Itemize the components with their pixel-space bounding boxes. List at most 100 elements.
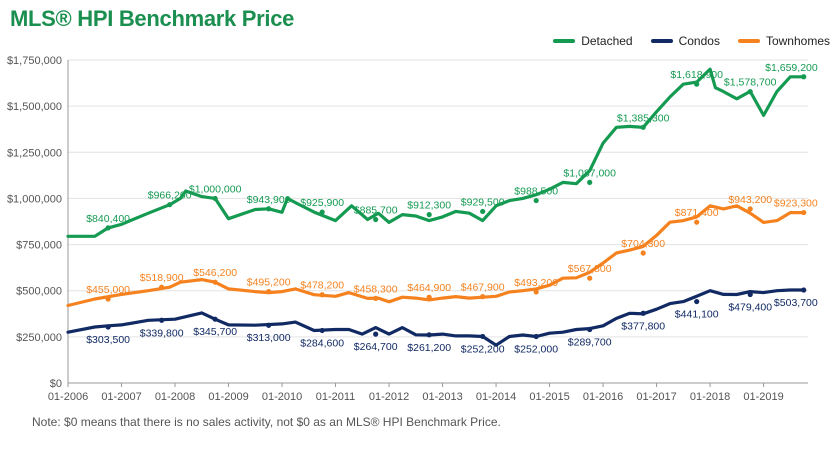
data-point-detached [694, 81, 700, 87]
data-label-detached: $1,618,900 [670, 69, 723, 81]
data-point-detached [373, 216, 379, 223]
data-label-detached: $1,578,700 [724, 77, 777, 89]
data-point-detached [105, 225, 111, 231]
data-point-condos [480, 333, 486, 340]
x-tick-label: 01-2012 [369, 391, 409, 403]
data-point-condos [533, 333, 539, 340]
data-point-condos [212, 316, 218, 322]
data-label-condos: $479,400 [728, 302, 772, 314]
data-label-townhomes: $923,300 [774, 198, 818, 210]
data-point-detached [587, 179, 593, 185]
y-tick-label: $500,000 [16, 286, 62, 298]
data-point-townhomes [266, 289, 272, 295]
data-label-condos: $284,600 [300, 337, 344, 349]
data-point-townhomes [533, 289, 539, 295]
data-label-detached: $988,500 [514, 186, 558, 198]
x-tick-label: 01-2011 [316, 391, 356, 403]
data-label-townhomes: $943,200 [728, 194, 772, 206]
data-point-townhomes [694, 219, 700, 225]
legend-swatch-condos [650, 39, 673, 43]
data-point-townhomes [640, 250, 646, 256]
data-label-detached: $925,900 [300, 197, 344, 209]
x-tick-label: 01-2013 [422, 391, 462, 403]
data-label-detached: $840,400 [86, 213, 130, 225]
data-label-detached: $943,900 [247, 194, 291, 206]
data-point-townhomes [105, 296, 111, 302]
data-label-detached: $912,300 [407, 200, 451, 212]
data-label-detached: $1,087,000 [563, 167, 616, 179]
data-point-condos [266, 322, 272, 328]
x-tick-label: 01-2019 [743, 391, 783, 403]
data-label-detached: $966,200 [148, 190, 192, 202]
chart-note: Note: $0 means that there is no sales ac… [32, 415, 501, 429]
legend-label-condos: Condos [678, 34, 720, 48]
legend-item-townhomes: Townhomes [737, 34, 830, 48]
data-point-detached [212, 195, 218, 202]
data-point-detached [266, 206, 272, 212]
x-tick-label: 01-2015 [529, 391, 569, 403]
data-point-townhomes [212, 279, 218, 285]
data-point-detached [426, 212, 432, 218]
data-label-detached: $1,000,000 [189, 183, 242, 195]
data-point-condos [587, 326, 593, 333]
data-point-condos [747, 291, 753, 298]
x-tick-label: 01-2010 [262, 391, 302, 403]
data-point-condos [319, 327, 325, 334]
data-point-condos [159, 317, 165, 323]
x-tick-label: 01-2014 [476, 391, 516, 403]
legend-swatch-detached [553, 39, 576, 43]
data-label-townhomes: $567,800 [568, 263, 612, 275]
data-label-detached: $1,659,200 [765, 62, 818, 74]
chart-legend: Detached Condos Townhomes [553, 34, 830, 48]
data-label-detached: $929,500 [461, 196, 505, 208]
data-point-detached [533, 197, 539, 204]
y-tick-label: $1,750,000 [7, 55, 62, 67]
legend-item-detached: Detached [553, 34, 633, 48]
x-tick-label: 01-2009 [208, 391, 248, 403]
data-label-detached: $885,700 [354, 205, 398, 217]
data-point-detached [167, 202, 173, 208]
data-label-condos: $345,700 [193, 326, 237, 338]
legend-item-condos: Condos [650, 34, 720, 48]
data-point-townhomes [587, 275, 593, 281]
x-tick-label: 01-2006 [48, 391, 88, 403]
data-point-townhomes [747, 206, 753, 212]
data-label-townhomes: $467,900 [461, 282, 505, 294]
y-tick-label: $0 [50, 378, 62, 390]
data-label-condos: $441,100 [675, 309, 719, 321]
data-label-townhomes: $464,900 [407, 282, 451, 294]
data-label-condos: $313,000 [247, 332, 291, 344]
data-label-condos: $252,000 [514, 343, 558, 355]
data-point-condos [373, 331, 379, 337]
data-label-condos: $252,200 [461, 343, 505, 355]
line-chart: $0 $250,000 $500,000 $750,000 $1,000,000 $1,2… [7, 55, 818, 403]
y-tick-label: $750,000 [16, 240, 62, 252]
data-point-condos [105, 324, 111, 330]
x-tick-label: 01-2008 [155, 391, 195, 403]
data-point-townhomes [319, 292, 325, 298]
data-point-detached [640, 124, 646, 130]
data-label-condos: $377,800 [621, 320, 665, 332]
data-label-townhomes: $704,300 [621, 238, 665, 250]
data-point-detached [747, 89, 753, 95]
data-point-detached [319, 209, 325, 215]
data-point-condos [801, 287, 807, 293]
data-point-detached [480, 208, 486, 215]
data-point-townhomes [801, 209, 807, 216]
chart-title: MLS® HPI Benchmark Price [10, 6, 295, 31]
data-point-townhomes [159, 284, 165, 290]
data-point-condos [640, 310, 646, 316]
data-label-condos: $261,200 [407, 342, 451, 354]
series-line-townhomes [66, 204, 806, 308]
legend-label-detached: Detached [581, 34, 633, 48]
data-point-condos [694, 298, 700, 305]
x-tick-label: 01-2007 [101, 391, 141, 403]
data-label-condos: $303,500 [86, 334, 130, 346]
y-tick-label: $250,000 [16, 332, 62, 344]
y-tick-label: $1,000,000 [7, 193, 62, 205]
data-label-detached: $1,385,300 [617, 112, 670, 124]
data-label-condos: $289,700 [568, 337, 612, 349]
x-tick-label: 01-2018 [690, 391, 730, 403]
data-label-townhomes: $458,300 [354, 283, 398, 295]
x-tick-label: 01-2016 [583, 391, 623, 403]
